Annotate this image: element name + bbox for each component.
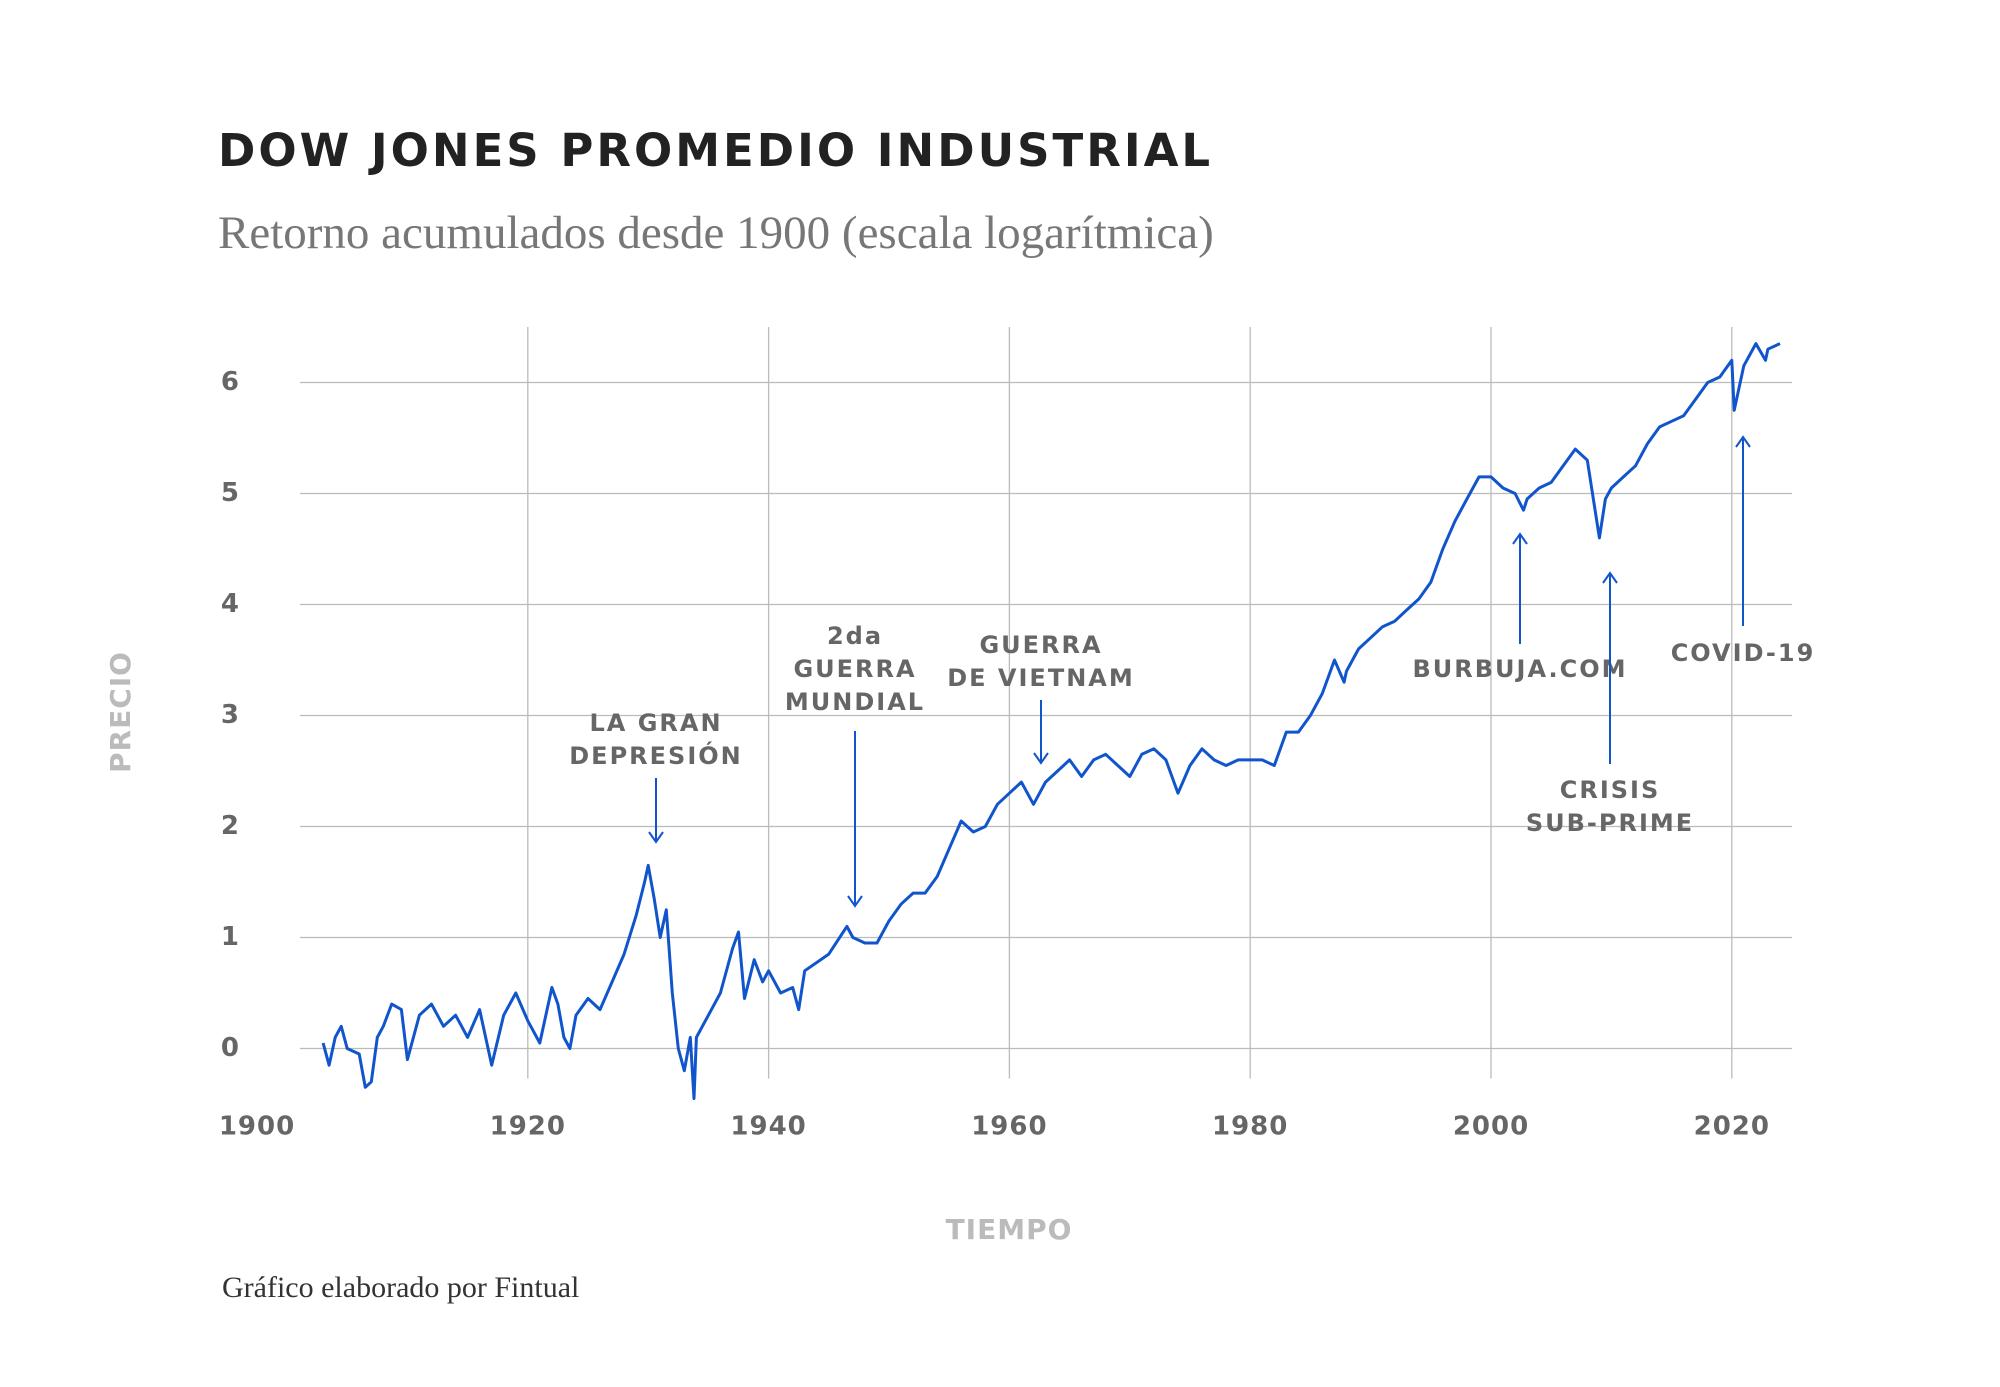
annotation: COVID-19 [1671,639,1816,667]
annotation: CRISIS [1560,776,1661,804]
arrow-head [1512,532,1528,545]
chart-subtitle: Retorno acumulados desde 1900 (escala lo… [218,207,1214,259]
y-tick-label: 6 [221,367,240,397]
y-tick-label: 5 [221,478,240,508]
annotation: GUERRA [979,631,1102,659]
arrow-head [1033,752,1049,765]
arrow-head [847,895,863,908]
x-tick-label: 2000 [1453,1112,1529,1142]
y-tick-label: 3 [221,700,240,730]
annotation: DE VIETNAM [947,664,1134,692]
y-tick-label: 1 [221,922,240,952]
y-tick-label: 2 [221,811,240,841]
y-tick-label: 4 [221,589,240,619]
y-axis-label: PRECIO [104,651,137,773]
footer: Gráfico elaborado por Fintual [222,1271,579,1304]
arrow-head [1602,571,1618,584]
annotation: SUB-PRIME [1526,809,1694,837]
chart-title: DOW JONES PROMEDIO INDUSTRIAL [218,124,1213,177]
line-series [321,342,1781,1100]
x-axis-label: TIEMPO [946,1213,1073,1246]
annotation: 2da [827,622,883,650]
x-tick-label: 2020 [1694,1112,1770,1142]
annotation: GUERRA [793,655,916,683]
x-tick-label: 1920 [490,1112,566,1142]
x-tick-label: 1940 [730,1112,806,1142]
y-tick-label: 0 [221,1033,240,1063]
x-tick-label: 1960 [971,1112,1047,1142]
annotation: MUNDIAL [785,688,925,716]
arrow-head [648,831,664,844]
annotation: DEPRESIÓN [569,740,742,770]
arrow-head [1735,435,1751,448]
x-tick-label: 1980 [1212,1112,1288,1142]
annotation: LA GRAN [589,709,722,737]
x-tick-label: 1900 [219,1112,295,1142]
annotation: BURBUJA.COM [1412,655,1627,683]
